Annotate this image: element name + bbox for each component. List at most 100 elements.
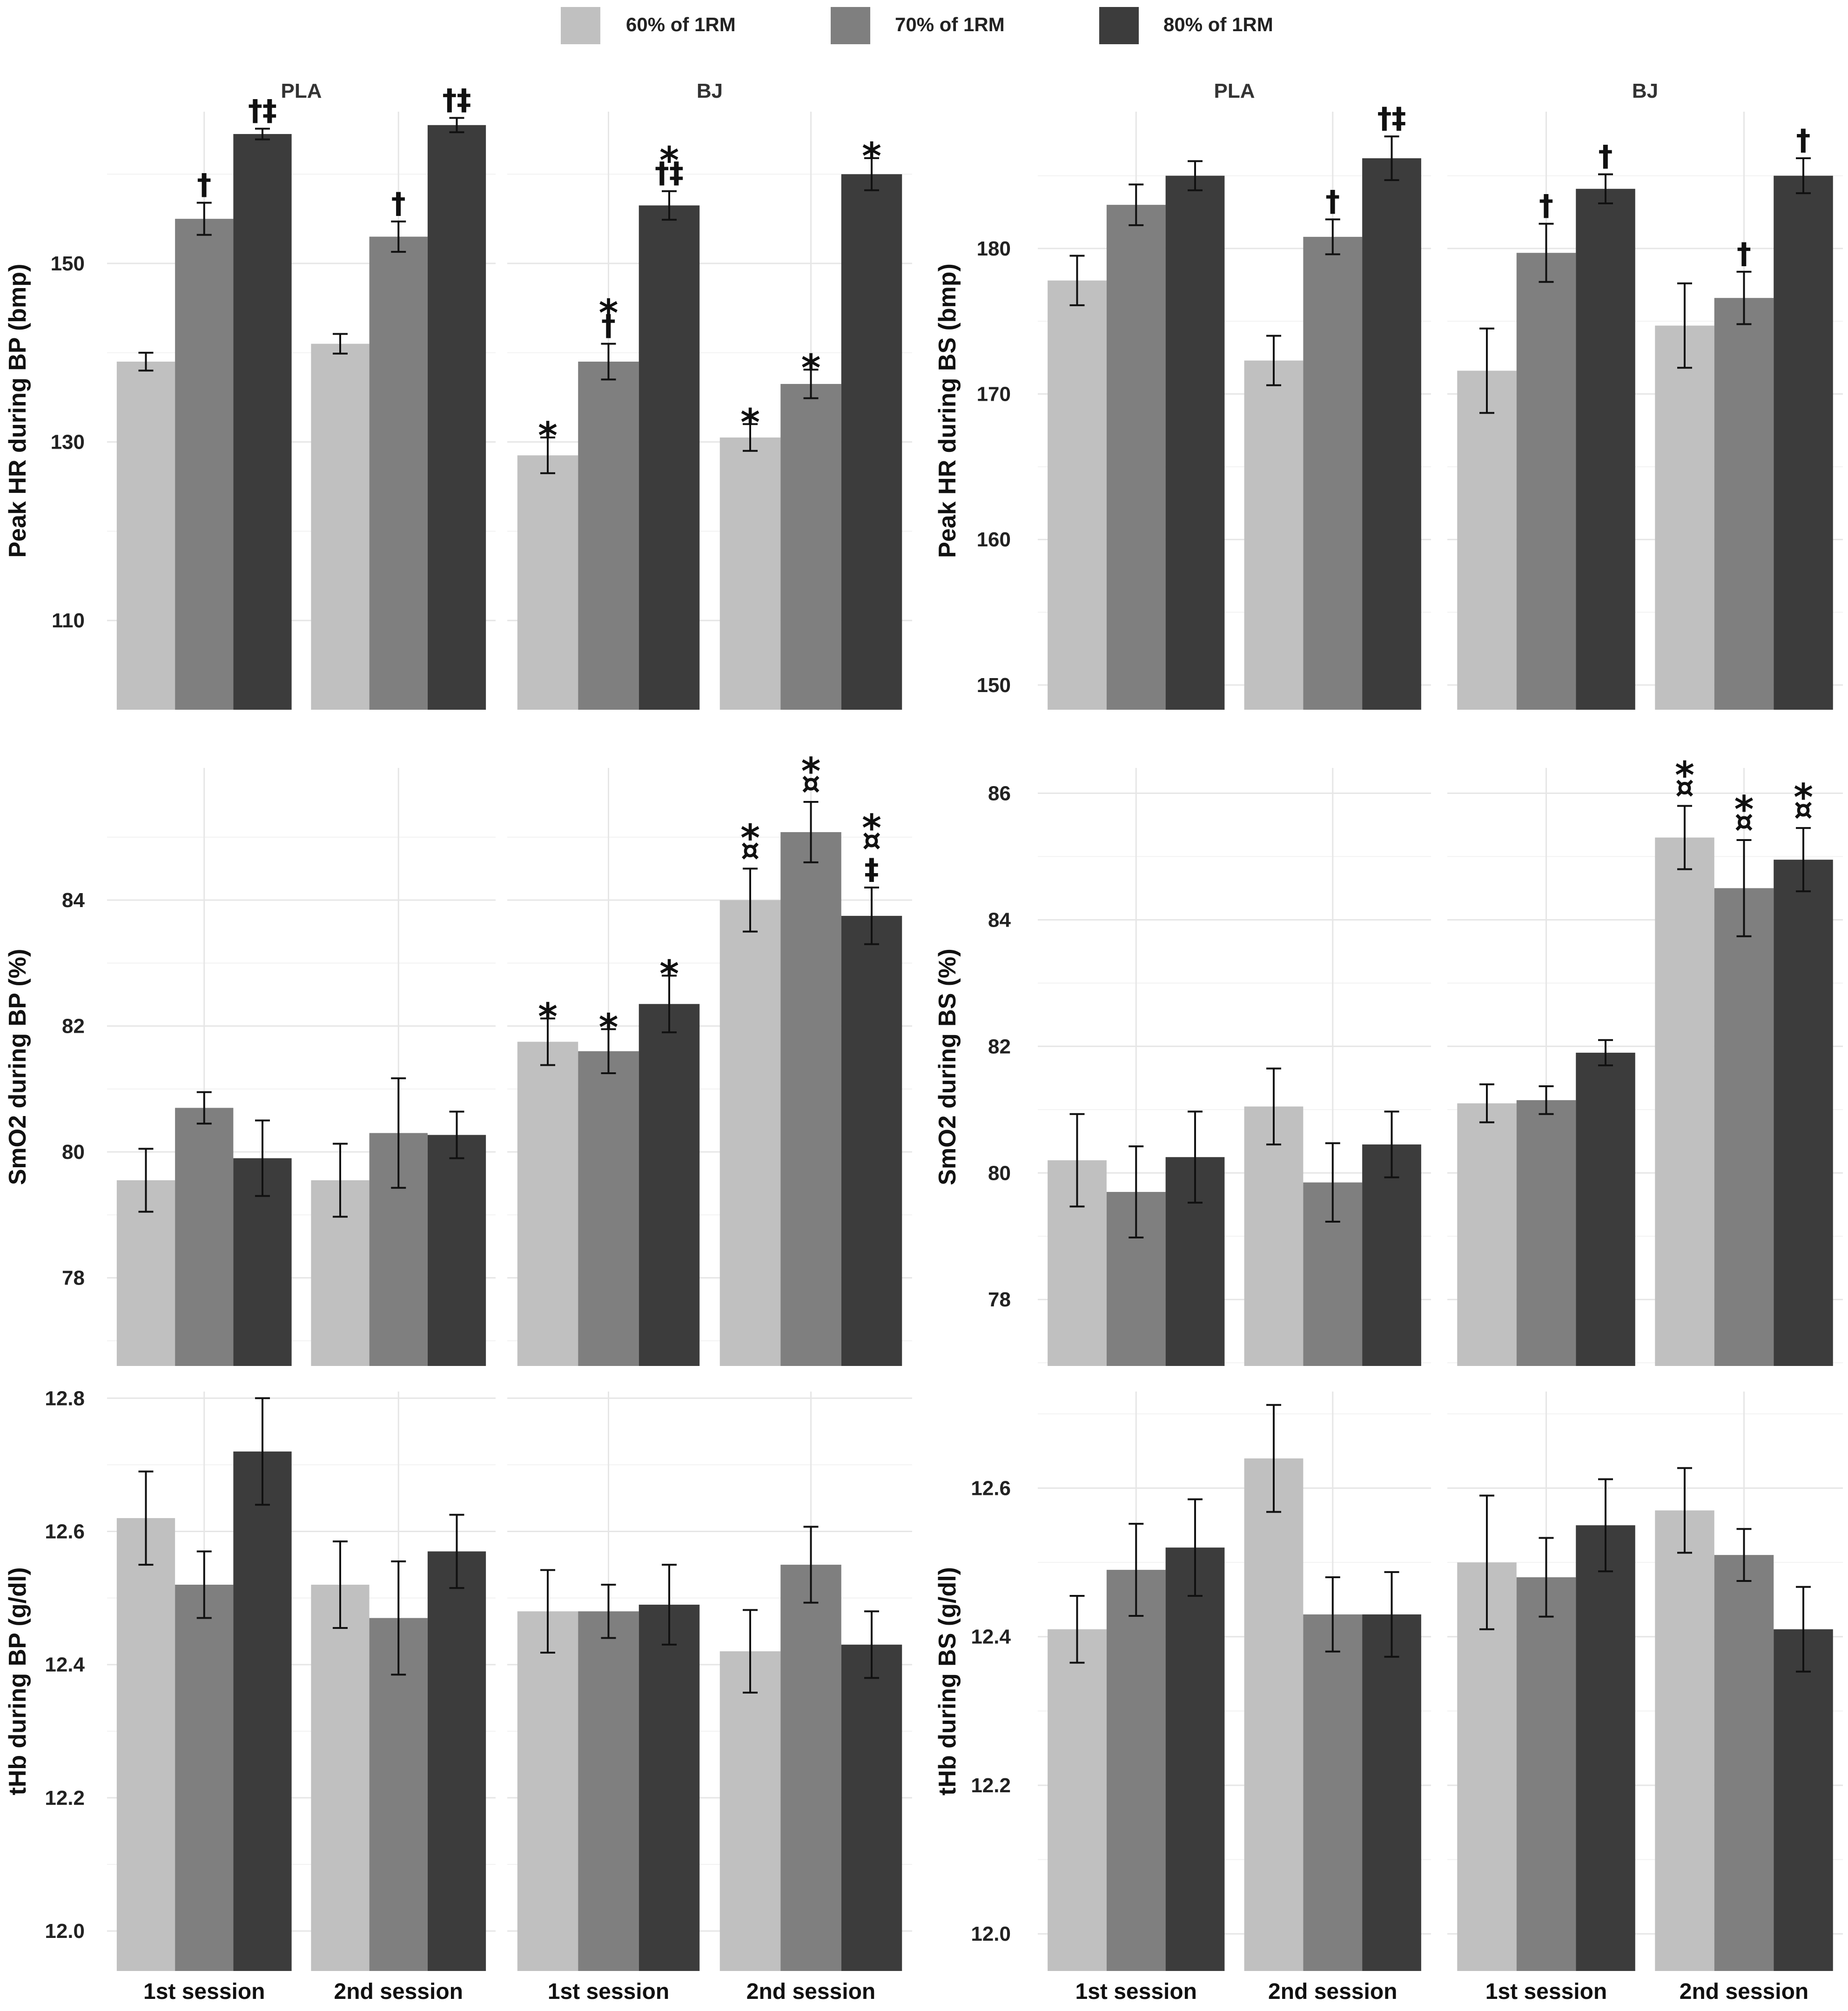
bar <box>719 900 781 1366</box>
y-axis-label: SmO2 during BP (%) <box>4 949 31 1185</box>
legend-item-80: 80% of 1RM <box>1099 7 1273 44</box>
significance-marker: † <box>601 309 616 343</box>
y-tick-label: 12.6 <box>45 1520 85 1543</box>
y-tick-label: 84 <box>62 889 85 912</box>
y-tick-label: 84 <box>988 908 1011 931</box>
legend-item-60: 60% of 1RM <box>561 7 736 44</box>
panel-p1: 1st session 2nd session <box>1038 1392 1431 2004</box>
bar <box>517 1042 578 1366</box>
y-axis-label: tHb during BP (g/dl) <box>4 1567 31 1795</box>
y-tick-label: 150 <box>51 252 85 275</box>
y-tick-label: 80 <box>62 1141 85 1164</box>
significance-marker: † <box>197 168 211 202</box>
bar <box>1106 1570 1166 1971</box>
panel-p2: ¤*¤* ¤* <box>1447 754 1843 1366</box>
significance-marker: ¤ <box>1794 793 1813 827</box>
legend: 60% of 1RM 70% of 1RM 80% of 1RM <box>561 7 1273 44</box>
significance-marker: * <box>659 139 679 182</box>
significance-marker: * <box>1734 788 1754 831</box>
bar <box>780 832 841 1366</box>
y-tick-label: 180 <box>977 237 1011 260</box>
panel-pla: PLA † †‡ † †‡ <box>107 80 496 710</box>
y-tick-label: 160 <box>977 528 1011 551</box>
y-tick-label: 80 <box>988 1162 1011 1184</box>
y-tick-label: 12.0 <box>971 1923 1011 1945</box>
bar <box>427 125 486 710</box>
bar <box>1048 1629 1107 1971</box>
y-tick-label: 12.6 <box>971 1477 1011 1500</box>
x-tick-label: 2nd session <box>746 1979 875 2004</box>
legend-swatch-60 <box>561 7 600 44</box>
y-tick-label: 78 <box>62 1267 85 1290</box>
y-axis-label: tHb during BS (g/dl) <box>934 1567 961 1796</box>
significance-marker: * <box>801 346 821 390</box>
x-tick-label: 1st session <box>1075 1979 1197 2004</box>
bar <box>1516 1577 1576 1971</box>
significance-marker: * <box>599 292 618 335</box>
y-tick-label: 170 <box>977 383 1011 406</box>
bar <box>311 1585 370 1971</box>
charts: Peak HR during BP (bmp)110130150PLA††‡††… <box>4 80 1843 2004</box>
significance-marker: †‡ <box>655 156 684 190</box>
panel-p2: 1st session 2nd session <box>1447 1392 1843 2004</box>
significance-marker: † <box>1599 139 1613 173</box>
bar <box>1303 236 1363 710</box>
y-tick-label: 12.8 <box>45 1387 85 1410</box>
bar <box>1048 280 1107 710</box>
strip-label: PLA <box>1214 80 1255 102</box>
bar <box>369 236 428 710</box>
y-tick-label: 12.2 <box>45 1787 85 1809</box>
significance-marker: * <box>740 816 760 860</box>
legend-label-80: 80% of 1RM <box>1163 13 1273 35</box>
bar <box>1362 158 1421 710</box>
panel-p2: * **¤*¤*‡¤* <box>507 750 912 1366</box>
bar <box>578 1611 639 1971</box>
bar <box>578 362 639 710</box>
panel-bj: BJ*†*†‡**** <box>507 80 912 710</box>
bar <box>233 1451 292 1971</box>
bar <box>1516 1100 1576 1366</box>
y-tick-label: 110 <box>52 609 85 632</box>
bar <box>1457 1562 1517 1971</box>
significance-marker: * <box>599 1006 618 1049</box>
significance-marker: † <box>1539 188 1553 222</box>
significance-marker: * <box>740 401 760 444</box>
bar <box>1714 298 1774 710</box>
bar <box>1106 205 1166 710</box>
bar <box>780 383 841 710</box>
significance-marker: †‡ <box>443 82 471 116</box>
chart-hr-bp: Peak HR during BP (bmp) 110 130 150 PLA † †‡ † †… <box>4 80 912 710</box>
bar <box>311 343 370 710</box>
bar <box>1362 1144 1421 1366</box>
bar <box>1457 1103 1517 1366</box>
significance-marker: * <box>862 135 881 178</box>
bar <box>1714 888 1774 1366</box>
y-tick-label: 12.4 <box>45 1654 85 1676</box>
y-tick-label: 130 <box>51 431 85 454</box>
bar <box>1244 1458 1304 1971</box>
panel-p1 <box>107 768 496 1366</box>
bar <box>1774 175 1833 710</box>
significance-marker: ¤ <box>1734 805 1754 839</box>
bar <box>1244 360 1304 710</box>
significance-marker: * <box>538 414 558 457</box>
significance-marker: † <box>1325 184 1340 218</box>
significance-marker: * <box>862 807 881 850</box>
strip-label: PLA <box>281 80 322 102</box>
panel-p2: 1st session 2nd session <box>507 1392 912 2004</box>
bar <box>1165 1547 1225 1971</box>
bar <box>780 1565 841 1971</box>
y-axis-label: SmO2 during BS (%) <box>934 948 961 1185</box>
x-tick-label: 2nd session <box>1268 1979 1397 2004</box>
legend-item-70: 70% of 1RM <box>831 7 1005 44</box>
significance-marker: ¤ <box>741 833 760 868</box>
bar <box>1165 175 1225 710</box>
bar <box>427 1551 486 1971</box>
strip-label: BJ <box>1632 80 1658 102</box>
bar <box>369 1618 428 1971</box>
significance-marker: † <box>1737 236 1751 270</box>
significance-marker: †‡ <box>1378 101 1406 135</box>
bar <box>427 1135 486 1366</box>
significance-marker: †‡ <box>248 93 277 127</box>
